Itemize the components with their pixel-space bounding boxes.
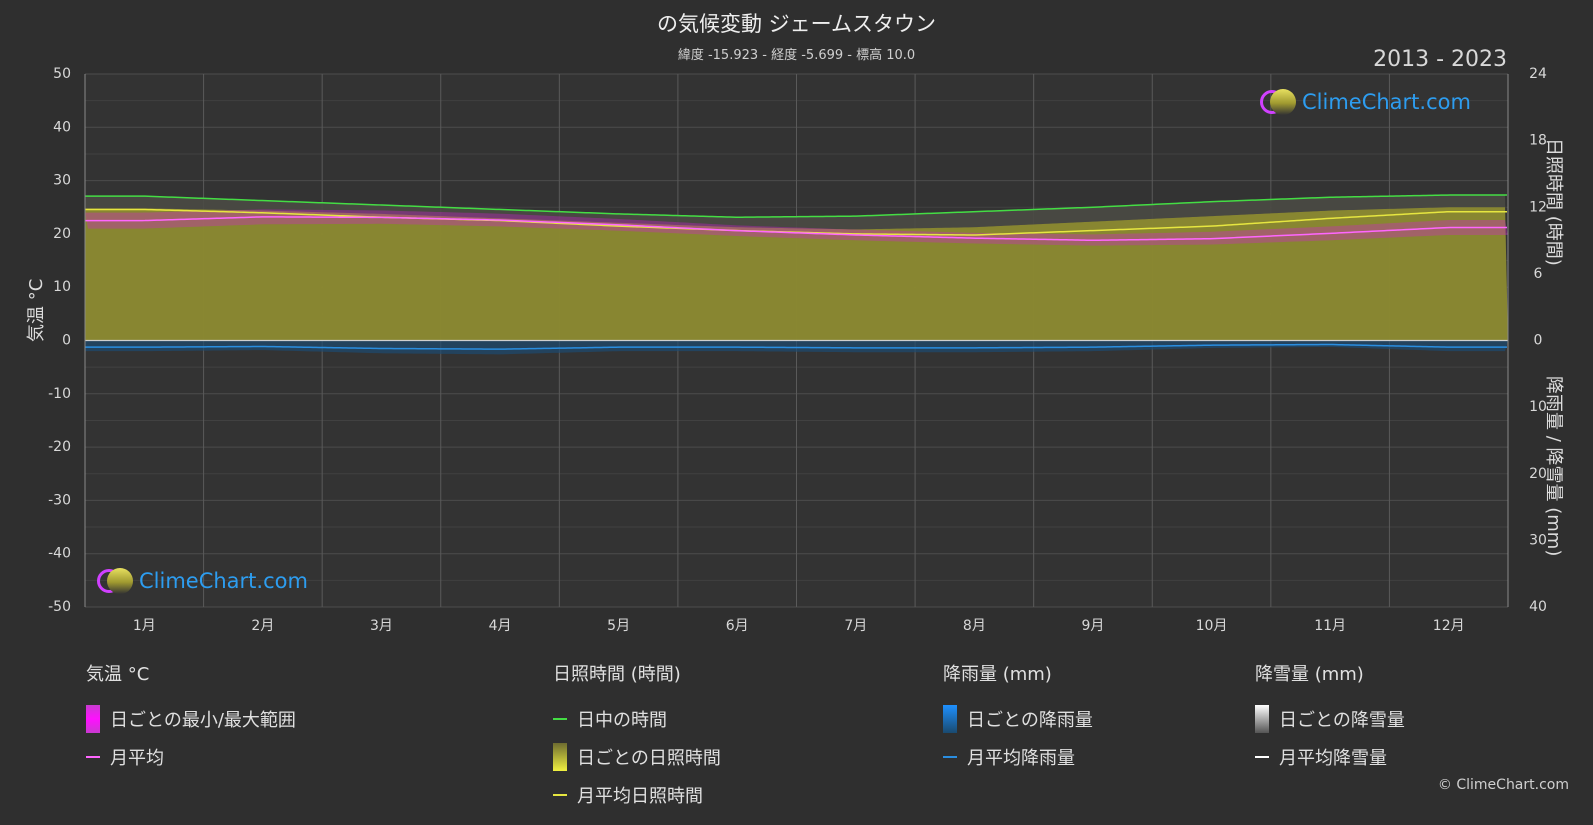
y-left-tick-label: 10 <box>53 279 71 295</box>
y-left-tick-label: -30 <box>48 492 71 508</box>
x-tick-label: 3月 <box>370 618 393 634</box>
x-tick-label: 11月 <box>1314 618 1346 634</box>
temp-range-swatch <box>86 705 100 733</box>
y-right-sun-tick-label: 18 <box>1529 133 1547 149</box>
legend-snow-daily: 日ごとの降雪量 <box>1255 700 1405 738</box>
x-tick-label: 10月 <box>1196 618 1228 634</box>
logo-text: ClimeChart.com <box>139 569 308 593</box>
y-axis-left-label: 気温 °C <box>26 278 47 342</box>
year-range: 2013 - 2023 <box>1373 47 1507 72</box>
legend-sun-daily: 日ごとの日照時間 <box>553 738 721 776</box>
sunshine-avg-swatch <box>553 794 567 796</box>
y-right-precip-tick-label: 20 <box>1529 466 1547 482</box>
y-right-sun-tick-label: 6 <box>1534 266 1543 282</box>
y-right-precip-tick-label: 40 <box>1529 599 1547 615</box>
logo-sun-icon <box>107 568 133 594</box>
climate-chart: 50 40 30 20 10 0 -10 -20 -30 -40 -50 24 18 12 6 0 10 20 30… <box>48 66 1547 634</box>
legend-snow-avg: 月平均降雪量 <box>1255 738 1405 776</box>
y-right-sun-tick-label: 0 <box>1534 333 1543 349</box>
x-tick-label: 4月 <box>489 618 512 634</box>
chart-title: の気候変動 ジェームスタウン <box>656 12 937 36</box>
legend-rain-avg: 月平均降雨量 <box>943 738 1093 776</box>
y-left-tick-label: 20 <box>53 226 71 242</box>
x-tick-label: 9月 <box>1081 618 1104 634</box>
y-left-tick-label: 30 <box>53 173 71 189</box>
legend-rain-avg-label: 月平均降雨量 <box>967 748 1075 769</box>
legend-rain: 降雨量 (mm) 日ごとの降雨量 月平均降雨量 <box>943 660 1093 776</box>
legend-temp: 気温 °C 日ごとの最小/最大範囲 月平均 <box>86 660 296 776</box>
legend-sun-heading: 日照時間 (時間) <box>553 664 681 685</box>
legend-sun-daylight: 日中の時間 <box>553 700 721 738</box>
x-tick-label: 8月 <box>963 618 986 634</box>
rain-avg-line <box>85 343 1507 350</box>
temp-avg-line <box>85 216 1507 242</box>
legend-temp-range: 日ごとの最小/最大範囲 <box>86 700 296 738</box>
legend-rain-heading: 降雨量 (mm) <box>943 664 1052 685</box>
legend-sun: 日照時間 (時間) 日中の時間 日ごとの日照時間 月平均日照時間 <box>553 660 721 814</box>
y-right-precip-tick-label: 10 <box>1529 399 1547 415</box>
y-left-tick-label: 0 <box>62 333 71 349</box>
legend-sun-daily-label: 日ごとの日照時間 <box>577 748 721 769</box>
rain-daily-swatch <box>943 705 957 733</box>
y-axis-right-sun-label: 日照時間 (時間) <box>1543 138 1564 266</box>
legend-snow: 降雪量 (mm) 日ごとの降雪量 月平均降雪量 <box>1255 660 1405 776</box>
snow-avg-swatch <box>1255 756 1269 758</box>
legend-sun-avg: 月平均日照時間 <box>553 776 721 814</box>
rain-avg-swatch <box>943 756 957 758</box>
logo-sun-icon <box>1270 89 1296 115</box>
legend-temp-avg-label: 月平均 <box>110 748 164 769</box>
y-left-tick-label: -20 <box>48 439 71 455</box>
y-left-tick-label: -50 <box>48 599 71 615</box>
legend-snow-heading: 降雪量 (mm) <box>1255 664 1364 685</box>
y-left-tick-label: -10 <box>48 386 71 402</box>
legend-temp-avg: 月平均 <box>86 738 296 776</box>
legend-snow-avg-label: 月平均降雪量 <box>1279 748 1387 769</box>
legend-temp-range-label: 日ごとの最小/最大範囲 <box>110 710 296 731</box>
x-tick-label: 1月 <box>133 618 156 634</box>
legend-temp-heading: 気温 °C <box>86 664 150 685</box>
daylight-swatch <box>553 718 567 720</box>
copyright: © ClimeChart.com <box>1437 777 1569 793</box>
snow-daily-swatch <box>1255 705 1269 733</box>
logo-top-right[interactable]: ClimeChart.com <box>1260 89 1471 115</box>
logo-bottom-left[interactable]: ClimeChart.com <box>97 568 308 594</box>
legend-snow-daily-label: 日ごとの降雪量 <box>1279 710 1405 731</box>
x-tick-label: 5月 <box>607 618 630 634</box>
legend-rain-daily: 日ごとの降雨量 <box>943 700 1093 738</box>
legend-rain-daily-label: 日ごとの降雨量 <box>967 710 1093 731</box>
x-tick-label: 2月 <box>251 618 274 634</box>
sunshine-daily-area <box>85 207 1508 341</box>
y-right-precip-tick-label: 30 <box>1529 532 1547 548</box>
y-left-tick-label: 40 <box>53 119 71 135</box>
x-tick-label: 7月 <box>844 618 867 634</box>
y-right-sun-tick-label: 24 <box>1529 66 1547 82</box>
temp-avg-swatch <box>86 756 100 758</box>
sunshine-daily-swatch <box>553 743 567 771</box>
legend-sun-daylight-label: 日中の時間 <box>577 710 667 731</box>
x-tick-label: 6月 <box>726 618 749 634</box>
y-left-tick-label: 50 <box>53 66 71 82</box>
logo-text: ClimeChart.com <box>1302 90 1471 114</box>
legend-sun-avg-label: 月平均日照時間 <box>577 786 703 807</box>
y-left-tick-label: -40 <box>48 546 71 562</box>
x-tick-label: 12月 <box>1433 618 1465 634</box>
chart-subtitle: 緯度 -15.923 - 経度 -5.699 - 標高 10.0 <box>677 48 916 63</box>
y-axis-right-precip-label: 降雨量 / 降雪量 (mm) <box>1543 376 1564 557</box>
y-right-sun-tick-label: 12 <box>1529 199 1547 215</box>
daylight-line <box>85 194 1507 218</box>
